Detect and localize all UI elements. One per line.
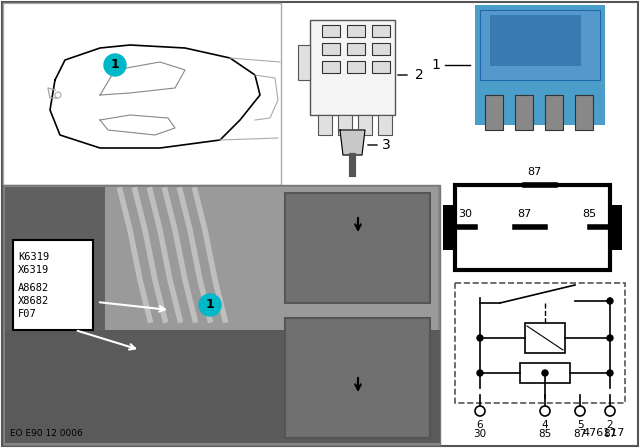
Circle shape bbox=[475, 406, 485, 416]
Text: F07: F07 bbox=[18, 309, 36, 319]
Circle shape bbox=[607, 298, 613, 304]
Text: 1: 1 bbox=[111, 59, 120, 72]
Bar bbox=[575, 95, 593, 130]
Text: 2: 2 bbox=[607, 420, 613, 430]
Circle shape bbox=[575, 406, 585, 416]
Bar bbox=[3, 3, 281, 185]
Text: 1: 1 bbox=[431, 58, 440, 72]
Text: 2: 2 bbox=[415, 68, 424, 82]
Text: K6319: K6319 bbox=[18, 252, 49, 262]
Text: A8682: A8682 bbox=[18, 283, 49, 293]
Circle shape bbox=[607, 370, 613, 376]
Circle shape bbox=[477, 335, 483, 341]
Bar bbox=[610, 205, 622, 250]
Circle shape bbox=[477, 370, 483, 376]
Bar bbox=[525, 323, 565, 353]
Bar bbox=[5, 187, 105, 443]
Bar bbox=[545, 95, 563, 130]
Bar bbox=[455, 283, 625, 403]
Circle shape bbox=[104, 54, 126, 76]
Text: 3: 3 bbox=[382, 138, 391, 152]
Bar bbox=[372, 61, 390, 73]
Bar bbox=[5, 187, 438, 443]
Bar bbox=[347, 43, 365, 55]
Polygon shape bbox=[340, 130, 365, 155]
Circle shape bbox=[605, 406, 615, 416]
Bar bbox=[298, 45, 310, 80]
Bar bbox=[485, 95, 503, 130]
Text: X6319: X6319 bbox=[18, 265, 49, 275]
Bar bbox=[475, 5, 605, 125]
Bar bbox=[378, 115, 392, 135]
Bar bbox=[490, 15, 580, 65]
Bar bbox=[358, 115, 372, 135]
Bar bbox=[318, 115, 332, 135]
Bar bbox=[520, 363, 570, 383]
Bar bbox=[3, 185, 440, 445]
Bar bbox=[322, 61, 340, 73]
Text: 87: 87 bbox=[573, 429, 587, 439]
Bar bbox=[372, 43, 390, 55]
Circle shape bbox=[607, 335, 613, 341]
Bar bbox=[322, 43, 340, 55]
Circle shape bbox=[542, 370, 548, 376]
Text: X8682: X8682 bbox=[18, 296, 49, 306]
Text: 85: 85 bbox=[538, 429, 552, 439]
Bar bbox=[347, 25, 365, 37]
Bar bbox=[443, 205, 455, 250]
Circle shape bbox=[199, 294, 221, 316]
Text: 30: 30 bbox=[474, 429, 486, 439]
Bar bbox=[372, 25, 390, 37]
Bar bbox=[310, 20, 395, 115]
Bar bbox=[13, 240, 93, 330]
Text: 6: 6 bbox=[477, 420, 483, 430]
Bar bbox=[285, 318, 430, 438]
Text: 87: 87 bbox=[604, 429, 616, 439]
Text: 1: 1 bbox=[205, 298, 214, 311]
Text: 476117: 476117 bbox=[582, 428, 625, 438]
Bar bbox=[285, 193, 430, 303]
Bar bbox=[455, 185, 610, 270]
Text: 4: 4 bbox=[541, 420, 548, 430]
Text: EO E90 12 0006: EO E90 12 0006 bbox=[10, 429, 83, 438]
Text: 5: 5 bbox=[577, 420, 583, 430]
Bar bbox=[480, 10, 600, 80]
Bar bbox=[5, 330, 440, 443]
Bar bbox=[347, 61, 365, 73]
Text: 30: 30 bbox=[458, 209, 472, 219]
Bar bbox=[338, 115, 352, 135]
Bar bbox=[515, 95, 533, 130]
Text: 87: 87 bbox=[517, 209, 531, 219]
Bar bbox=[322, 25, 340, 37]
Circle shape bbox=[540, 406, 550, 416]
Text: 87: 87 bbox=[527, 167, 541, 177]
Text: 85: 85 bbox=[582, 209, 596, 219]
